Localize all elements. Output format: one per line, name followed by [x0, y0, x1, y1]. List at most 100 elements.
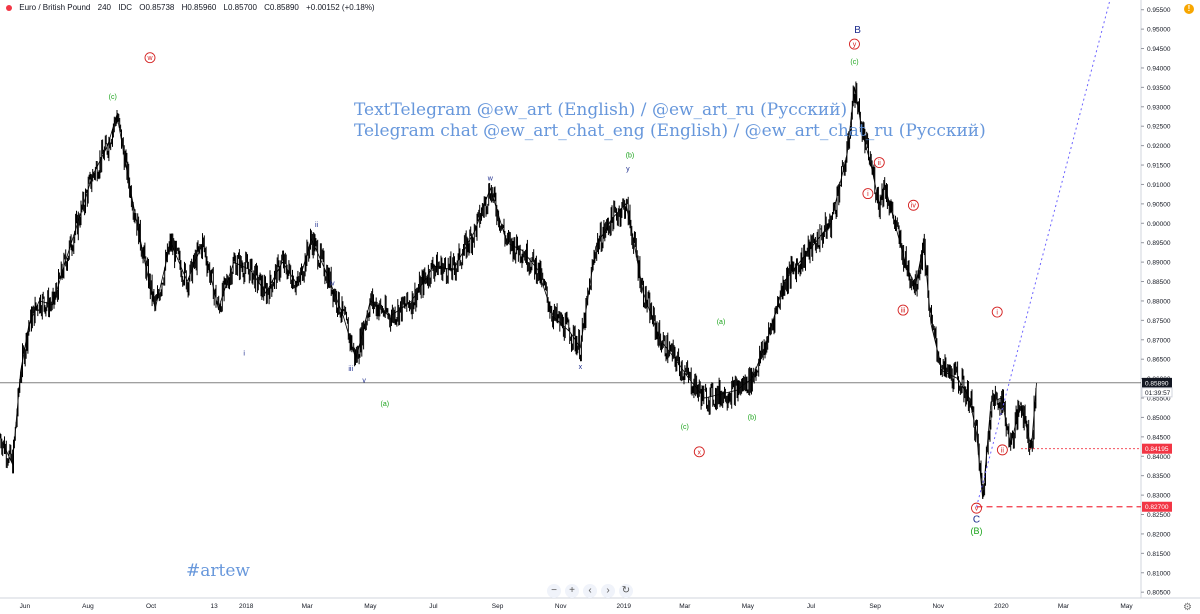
- close-value: C0.85890: [264, 3, 299, 12]
- x-tick-label: 2019: [617, 603, 632, 610]
- projection-line: [976, 0, 1111, 507]
- wave-label: (B): [971, 526, 983, 536]
- wave-label-circle: [862, 188, 874, 200]
- wave-label-text: iii: [348, 366, 353, 373]
- scroll-left-icon[interactable]: ‹: [583, 584, 597, 598]
- y-tick-label: 0.90500: [1147, 201, 1171, 208]
- y-tick-label: 0.95500: [1147, 7, 1171, 14]
- wave-label-text: (b): [626, 152, 635, 159]
- wave-label-text: (b): [748, 414, 757, 421]
- x-tick-label: May: [1120, 603, 1133, 610]
- wave-label: v: [362, 377, 366, 384]
- wave-label: x: [693, 446, 705, 458]
- current-price-tag: [1142, 377, 1172, 388]
- high-value: H0.85960: [181, 3, 217, 12]
- y-tick-label: 0.93500: [1147, 85, 1171, 92]
- wave-label-text: ii: [315, 222, 319, 229]
- wave-label-text: x: [579, 364, 583, 371]
- wave-label-text: B: [854, 25, 861, 36]
- wave-label-circle: [996, 444, 1008, 456]
- x-tick-label: 2018: [239, 603, 254, 610]
- wave-label-text: x: [698, 449, 702, 456]
- wave-label-text: (a): [381, 401, 390, 408]
- level-tag: [1142, 501, 1172, 512]
- wave-label-text: (a): [717, 319, 726, 326]
- price-candles: [0, 81, 1037, 499]
- y-tick-label: 0.90000: [1147, 221, 1171, 228]
- wave-label-circle: [991, 306, 1003, 318]
- symbol-name[interactable]: Euro / British Pound: [19, 3, 91, 12]
- y-tick-label: 0.92500: [1147, 124, 1171, 131]
- y-tick-label: 0.81500: [1147, 551, 1171, 558]
- scroll-right-icon[interactable]: ›: [601, 584, 615, 598]
- interval[interactable]: 240: [97, 3, 111, 12]
- y-tick-label: 0.94500: [1147, 46, 1171, 53]
- wave-label: iii: [897, 304, 909, 316]
- wave-label: y: [626, 166, 630, 173]
- y-tick-label: 0.89500: [1147, 240, 1171, 247]
- wave-label-text: C: [973, 514, 980, 525]
- symbol-status-icon: [6, 4, 12, 11]
- y-tick-label: 0.93000: [1147, 104, 1171, 111]
- wave-label: (b): [748, 414, 757, 421]
- wave-label-text: v: [975, 506, 979, 513]
- watermark-hashtag: #artew: [186, 561, 250, 581]
- y-tick-label: 0.82500: [1147, 512, 1171, 519]
- x-tick-label: 2020: [994, 603, 1009, 610]
- y-tick-label: 0.91000: [1147, 182, 1171, 189]
- y-tick-label: 0.83500: [1147, 473, 1171, 480]
- level-label: 0.84195: [1145, 446, 1169, 453]
- wave-label-text: w: [146, 55, 153, 62]
- alert-icon[interactable]: !: [1184, 4, 1194, 14]
- wave-label-text: (c): [681, 424, 689, 431]
- y-tick-label: 0.92000: [1147, 143, 1171, 150]
- wave-label: w: [144, 52, 156, 64]
- wave-label-circle: [849, 38, 860, 50]
- y-tick-label: 0.94000: [1147, 65, 1171, 72]
- data-source: IDC: [118, 3, 132, 12]
- price-series-line: [0, 87, 1037, 500]
- wave-label-text: (B): [971, 526, 983, 536]
- wave-label-text: y: [626, 166, 630, 173]
- y-tick-label: 0.81000: [1147, 570, 1171, 577]
- wave-label-text: (c): [850, 59, 858, 66]
- wave-label: y: [849, 38, 860, 50]
- x-tick-label: May: [742, 603, 755, 610]
- x-tick-label: Nov: [555, 603, 567, 610]
- wave-label: (b): [626, 152, 635, 159]
- reset-chart-icon[interactable]: ↻: [619, 584, 633, 598]
- x-tick-label: Sep: [869, 603, 881, 610]
- x-tick-label: Mar: [302, 603, 314, 610]
- wave-label: w: [487, 176, 494, 183]
- wave-label: i: [862, 188, 874, 200]
- y-tick-label: 0.83000: [1147, 493, 1171, 500]
- chart-navigation-toolbar: − + ‹ › ↻: [547, 584, 633, 598]
- wave-label-text: iv: [330, 280, 336, 287]
- wave-label: i: [991, 306, 1003, 318]
- zoom-in-icon[interactable]: +: [565, 584, 579, 598]
- y-tick-label: 0.87500: [1147, 318, 1171, 325]
- x-tick-label: Sep: [492, 603, 504, 610]
- x-tick-label: Aug: [82, 603, 94, 610]
- low-value: L0.85700: [223, 3, 257, 12]
- current-price-label: 0.85890: [1145, 380, 1169, 387]
- wave-label: iii: [348, 366, 353, 373]
- wave-label-text: v: [362, 377, 366, 384]
- y-tick-label: 0.87000: [1147, 337, 1171, 344]
- gear-icon[interactable]: ⚙: [1183, 602, 1192, 613]
- wave-label-text: (c): [109, 94, 117, 101]
- watermark-line-2: Telegram chat @ew_art_chat_eng (English)…: [354, 121, 986, 141]
- wave-label: ii: [873, 157, 885, 168]
- wave-label-text: iii: [901, 308, 906, 315]
- wave-label: B: [854, 25, 861, 36]
- wave-label: (a): [717, 319, 726, 326]
- x-tick-label: Nov: [932, 603, 944, 610]
- wave-label: x: [579, 364, 583, 371]
- wave-label-text: i: [996, 310, 998, 317]
- x-tick-label: Oct: [146, 603, 156, 610]
- wave-label-text: w: [487, 176, 494, 183]
- wave-label-circle: [693, 446, 705, 458]
- zoom-out-icon[interactable]: −: [547, 584, 561, 598]
- wave-label-text: ii: [878, 160, 882, 167]
